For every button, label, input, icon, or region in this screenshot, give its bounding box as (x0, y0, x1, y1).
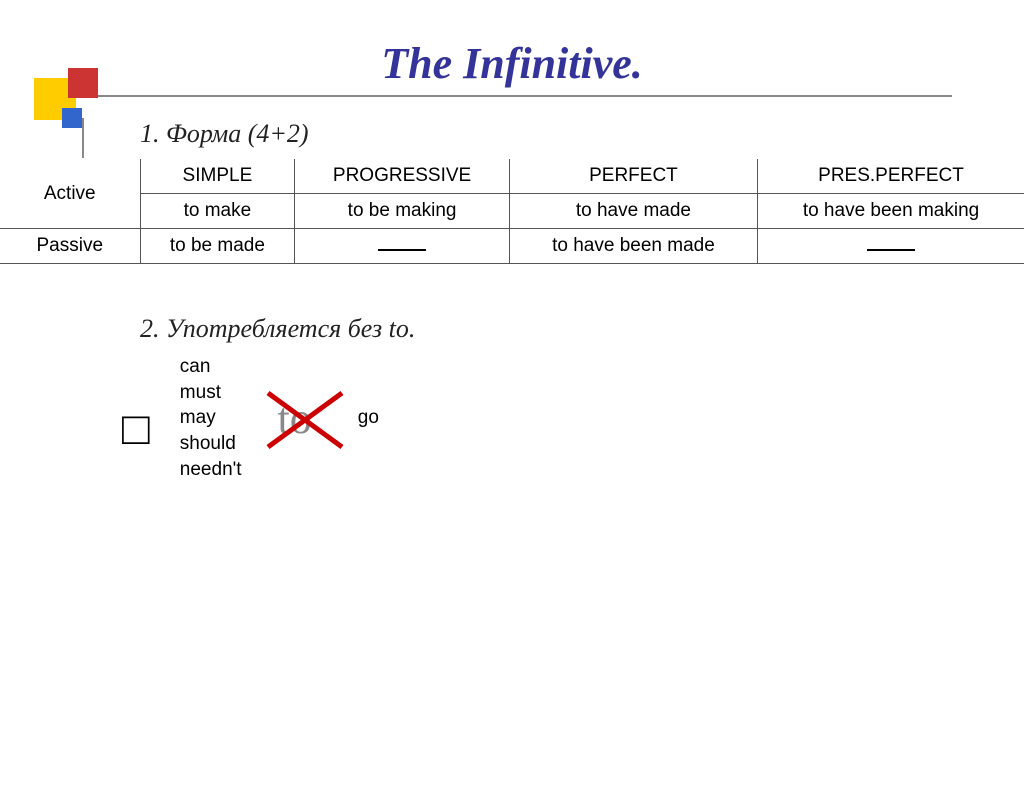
cross-icon (260, 385, 350, 455)
col-header: PROGRESSIVE (295, 159, 510, 194)
dash-icon (867, 249, 915, 251)
section-1-heading: 1. Форма (4+2) (140, 119, 1024, 149)
modal-item: should (180, 431, 242, 457)
section-2-row: □ can must may should needn't to go (122, 354, 1024, 482)
modal-item: can (180, 354, 242, 380)
table-row: to make to be making to have made to hav… (0, 194, 1024, 229)
modal-item: may (180, 405, 242, 431)
table-cell: to have been made (509, 229, 757, 264)
row-label: Passive (0, 229, 140, 264)
infinitive-forms-table: Active SIMPLE PROGRESSIVE PERFECT PRES.P… (0, 159, 1024, 264)
title-underline (72, 95, 952, 97)
table-cell (295, 229, 510, 264)
table-cell: to be made (140, 229, 295, 264)
modal-item: must (180, 380, 242, 406)
deco-square-red (68, 68, 98, 98)
table-cell: to have made (509, 194, 757, 229)
table-row: Active SIMPLE PROGRESSIVE PERFECT PRES.P… (0, 159, 1024, 194)
slide-decoration (20, 58, 140, 178)
col-header: PRES.PERFECT (758, 159, 1024, 194)
slide-title: The Infinitive. (0, 38, 1024, 89)
table-row: Passive to be made to have been made (0, 229, 1024, 264)
table-cell: to have been making (758, 194, 1024, 229)
table-cell: to make (140, 194, 295, 229)
table-cell: to be making (295, 194, 510, 229)
square-icon: □ (122, 405, 150, 451)
modals-list: can must may should needn't (180, 354, 242, 482)
crossed-to: to (272, 393, 318, 444)
deco-line (82, 118, 84, 158)
col-header: PERFECT (509, 159, 757, 194)
table-cell (758, 229, 1024, 264)
modal-item: needn't (180, 457, 242, 483)
verb-after: go (358, 407, 379, 429)
col-header: SIMPLE (140, 159, 295, 194)
dash-icon (378, 249, 426, 251)
section-2-heading: 2. Употребляется без to. (140, 314, 1024, 344)
deco-square-blue (62, 108, 82, 128)
